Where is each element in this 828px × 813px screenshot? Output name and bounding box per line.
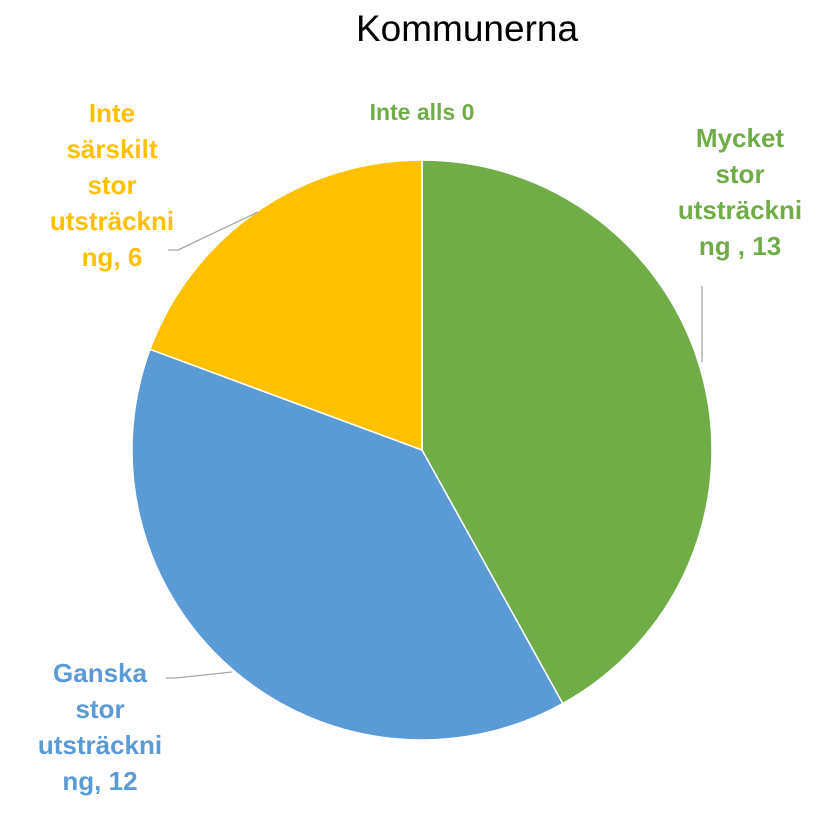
data-label: Mycket stor utsträckning , 13: [677, 123, 803, 261]
leader-line: [166, 671, 233, 679]
data-label: Inte särskilt stor utsträckning, 6: [49, 98, 175, 272]
leader-lines: [166, 211, 703, 679]
pie-slice: [149, 159, 423, 452]
data-label: Inte alls 0: [369, 99, 475, 125]
data-label: Ganska stor utsträckning, 12: [37, 658, 163, 796]
leader-line: [168, 211, 259, 251]
chart-title: Kommunerna: [355, 8, 579, 49]
pie-slice: [131, 348, 564, 741]
slices: [131, 159, 713, 741]
pie-slice: [421, 159, 713, 705]
